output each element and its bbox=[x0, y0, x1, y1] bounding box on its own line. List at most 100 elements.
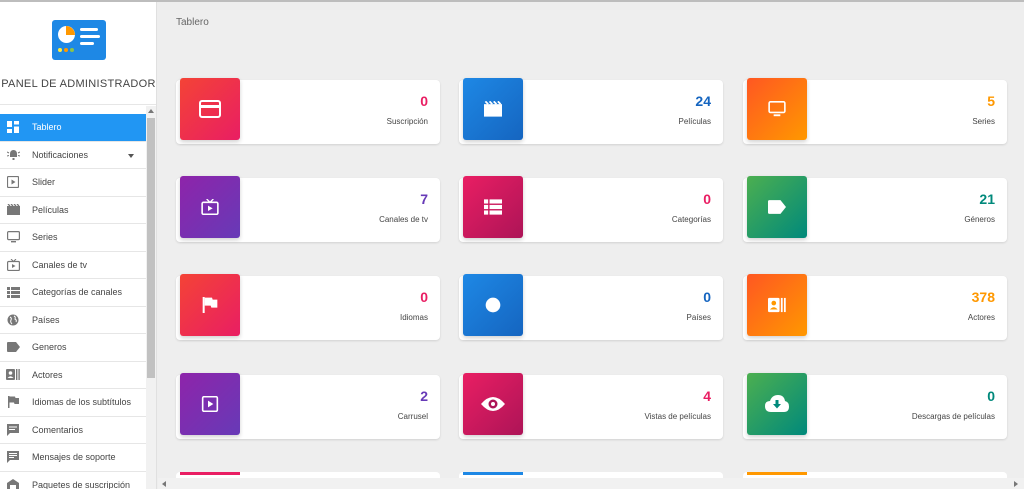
dashboard-logo-icon[interactable] bbox=[52, 20, 106, 60]
comment-icon bbox=[6, 423, 20, 436]
stat-value: 2 bbox=[420, 388, 428, 404]
stat-label: Idiomas bbox=[399, 313, 428, 322]
main-content: Tablero 0 Suscripción 24 Películas 5 Series 7 C… bbox=[158, 2, 1024, 489]
stat-value: 0 bbox=[420, 289, 428, 305]
stat-value: 21 bbox=[979, 191, 995, 207]
tag-icon bbox=[6, 341, 20, 353]
stat-card[interactable]: 21 Géneros bbox=[743, 176, 1007, 242]
stat-card[interactable]: 378 Actores bbox=[743, 274, 1007, 340]
sidebar-item-label: Comentarios bbox=[32, 424, 84, 435]
sidebar: PANEL DE ADMINISTRADOR Tablero Notificaci… bbox=[0, 2, 157, 489]
stat-card[interactable]: 24 Películas bbox=[459, 78, 723, 144]
stat-value: 0 bbox=[987, 388, 995, 404]
sidebar-item-label: Tablero bbox=[32, 122, 62, 133]
download-icon bbox=[747, 373, 807, 435]
stat-label: Países bbox=[686, 313, 711, 322]
flag-icon bbox=[6, 396, 20, 409]
stat-label: Series bbox=[972, 117, 995, 126]
live-tv-icon bbox=[6, 258, 20, 271]
scroll-right-arrow-icon[interactable] bbox=[1014, 481, 1018, 487]
stat-value: 0 bbox=[703, 191, 711, 207]
globe-icon bbox=[6, 314, 20, 326]
sidebar-item-label: Slider bbox=[32, 177, 56, 188]
stat-value: 0 bbox=[420, 93, 428, 109]
sidebar-item-10[interactable]: Idiomas de los subtítulos bbox=[0, 389, 146, 417]
dashboard-icon bbox=[6, 121, 20, 134]
sidebar-item-4[interactable]: Series bbox=[0, 224, 146, 252]
sidebar-scroll-thumb[interactable] bbox=[147, 118, 155, 378]
sidebar-item-label: Series bbox=[32, 232, 58, 243]
sidebar-item-13[interactable]: Paquetes de suscripción bbox=[0, 472, 146, 489]
slider-icon bbox=[6, 176, 20, 189]
stat-label: Canales de tv bbox=[379, 215, 428, 224]
app-title: PANEL DE ADMINISTRADOR bbox=[1, 78, 156, 90]
stat-card[interactable]: 0 Categorías bbox=[459, 176, 723, 242]
sidebar-item-11[interactable]: Comentarios bbox=[0, 417, 146, 444]
stat-label: Películas bbox=[678, 117, 711, 126]
stat-label: Vistas de películas bbox=[644, 412, 711, 421]
notification-icon bbox=[6, 149, 20, 161]
sidebar-item-label: Países bbox=[32, 314, 60, 325]
breadcrumb: Tablero bbox=[176, 17, 209, 28]
tv-icon bbox=[747, 78, 807, 140]
stat-value: 7 bbox=[420, 191, 428, 207]
slider-icon bbox=[180, 373, 240, 435]
movie-icon bbox=[463, 78, 523, 140]
stat-card[interactable]: 5 Series bbox=[743, 78, 1007, 144]
stat-value: 0 bbox=[703, 289, 711, 305]
stat-card[interactable]: 0 Países bbox=[459, 274, 723, 340]
partial-card bbox=[743, 472, 1007, 480]
globe-icon bbox=[463, 274, 523, 336]
stat-label: Actores bbox=[967, 313, 995, 322]
stat-card[interactable]: 0 Descargas de películas bbox=[743, 373, 1007, 439]
stat-label: Descargas de películas bbox=[911, 412, 995, 421]
flag-icon bbox=[180, 274, 240, 336]
sidebar-item-7[interactable]: Países bbox=[0, 307, 146, 334]
contact-icon bbox=[747, 274, 807, 336]
card-icon bbox=[180, 78, 240, 140]
sidebar-item-label: Notificaciones bbox=[32, 149, 89, 160]
sidebar-item-8[interactable]: Generos bbox=[0, 334, 146, 362]
caret-down-icon[interactable] bbox=[128, 153, 134, 158]
stat-card[interactable]: 0 Idiomas bbox=[176, 274, 440, 340]
stat-label: Géneros bbox=[964, 215, 995, 224]
sidebar-menu: Tablero Notificaciones Slider Películas Seri… bbox=[0, 114, 146, 489]
sidebar-item-2[interactable]: Slider bbox=[0, 169, 146, 197]
scroll-up-arrow-icon[interactable] bbox=[148, 109, 154, 113]
stat-label: Categorías bbox=[671, 215, 711, 224]
stat-card[interactable]: 0 Suscripción bbox=[176, 78, 440, 144]
list-icon bbox=[6, 286, 20, 298]
sidebar-item-label: Canales de tv bbox=[32, 259, 88, 270]
sidebar-header: PANEL DE ADMINISTRADOR bbox=[0, 2, 156, 105]
sidebar-item-label: Mensajes de soporte bbox=[32, 452, 116, 463]
message-icon bbox=[6, 451, 20, 464]
stat-value: 24 bbox=[695, 93, 711, 109]
sidebar-item-12[interactable]: Mensajes de soporte bbox=[0, 444, 146, 472]
sidebar-item-1[interactable]: Notificaciones bbox=[0, 142, 146, 169]
contact-icon bbox=[6, 369, 20, 381]
sidebar-item-6[interactable]: Categorías de canales bbox=[0, 279, 146, 307]
sidebar-scrollbar[interactable] bbox=[146, 106, 156, 489]
partial-card bbox=[176, 472, 440, 480]
movie-icon bbox=[6, 204, 20, 216]
sidebar-item-0[interactable]: Tablero bbox=[0, 114, 146, 142]
sidebar-item-9[interactable]: Actores bbox=[0, 362, 146, 389]
sidebar-item-label: Actores bbox=[32, 369, 63, 380]
sidebar-item-5[interactable]: Canales de tv bbox=[0, 252, 146, 279]
stat-card[interactable]: 4 Vistas de películas bbox=[459, 373, 723, 439]
stat-card[interactable]: 2 Carrusel bbox=[176, 373, 440, 439]
tag-icon bbox=[747, 176, 807, 238]
stat-label: Suscripción bbox=[386, 117, 428, 126]
stat-card[interactable]: 7 Canales de tv bbox=[176, 176, 440, 242]
top-border bbox=[0, 0, 1024, 2]
live-tv-icon bbox=[180, 176, 240, 238]
scroll-left-arrow-icon[interactable] bbox=[162, 481, 166, 487]
stat-value: 378 bbox=[971, 289, 995, 305]
sidebar-item-3[interactable]: Películas bbox=[0, 197, 146, 224]
stat-value: 5 bbox=[987, 93, 995, 109]
stat-value: 4 bbox=[703, 388, 711, 404]
stat-label: Carrusel bbox=[397, 412, 428, 421]
sidebar-item-label: Idiomas de los subtítulos bbox=[32, 397, 132, 408]
horizontal-scrollbar[interactable] bbox=[158, 478, 1024, 489]
sidebar-item-label: Categorías de canales bbox=[32, 287, 123, 298]
